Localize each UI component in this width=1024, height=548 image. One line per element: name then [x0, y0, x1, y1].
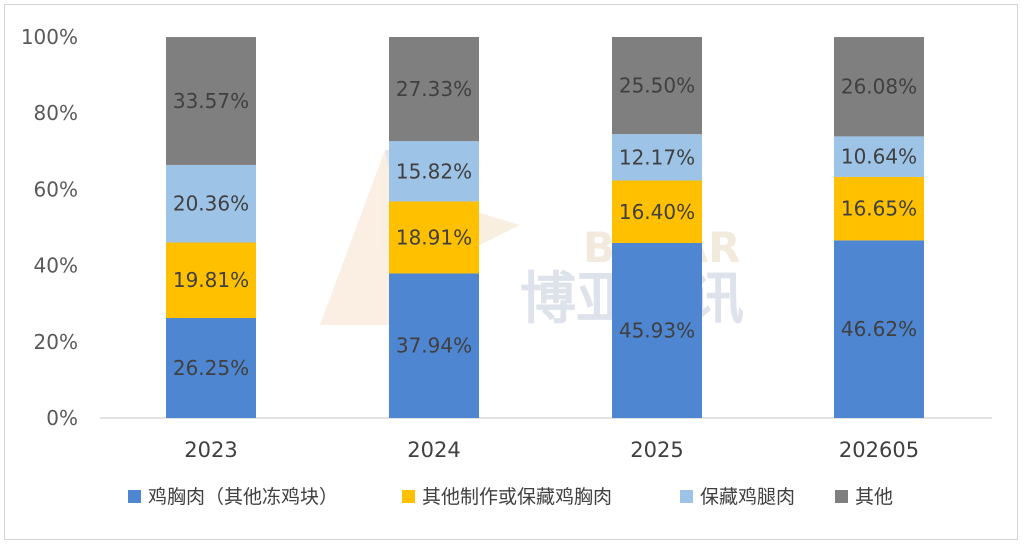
bar-segment [389, 201, 479, 274]
data-label: 26.25% [173, 356, 249, 380]
bar-segment [166, 317, 256, 418]
legend-swatch [402, 490, 415, 503]
data-label: 25.50% [619, 74, 695, 98]
legend-label: 保藏鸡腿肉 [700, 486, 795, 508]
data-label: 33.57% [173, 89, 249, 113]
legend-label: 其他制作或保藏鸡胸肉 [422, 486, 612, 508]
legend-swatch [128, 490, 141, 503]
data-label: 16.65% [841, 197, 917, 221]
y-tick-label: 40% [34, 254, 78, 278]
bar-segment [612, 37, 702, 135]
y-tick-label: 100% [21, 25, 78, 49]
data-label: 37.94% [396, 334, 472, 358]
bars: 26.25% 19.81% 20.36% 33.57% 37.94% 18.91% 15.8… [166, 37, 924, 418]
bar-segment [166, 164, 256, 243]
bar-segment [166, 37, 256, 165]
x-tick-label: 202605 [839, 438, 919, 462]
data-label: 18.91% [396, 225, 472, 249]
data-label: 10.64% [841, 145, 917, 169]
legend-swatch [835, 490, 848, 503]
data-label: 12.17% [619, 145, 695, 169]
bar-segment [389, 141, 479, 202]
bar-segment [166, 242, 256, 318]
x-tick-label: 2023 [184, 438, 237, 462]
data-label: 15.82% [396, 159, 472, 183]
bar-segment [834, 37, 924, 137]
bar-segment [834, 136, 924, 177]
data-label: 16.40% [619, 200, 695, 224]
y-tick-label: 80% [34, 101, 78, 125]
legend-label: 鸡胸肉（其他冻鸡块） [148, 486, 338, 508]
x-tick-label: 2025 [630, 438, 683, 462]
data-label: 45.93% [619, 319, 695, 343]
data-label: 27.33% [396, 77, 472, 101]
data-label: 26.08% [841, 75, 917, 99]
y-tick-label: 0% [46, 406, 78, 430]
x-tick-label: 2024 [407, 438, 460, 462]
bar-segment [612, 243, 702, 418]
data-label: 19.81% [173, 268, 249, 292]
legend: 鸡胸肉（其他冻鸡块） 其他制作或保藏鸡胸肉 保藏鸡腿肉 其他 [128, 486, 893, 508]
data-label: 20.36% [173, 192, 249, 216]
bar-segment [389, 37, 479, 142]
bar-segment [389, 273, 479, 418]
x-axis-labels: 2023 2024 2025 202605 [184, 438, 919, 462]
bar-segment [834, 176, 924, 241]
legend-swatch [680, 490, 693, 503]
y-axis: 0% 20% 40% 60% 80% 100% [21, 25, 78, 430]
y-tick-label: 60% [34, 177, 78, 201]
bar-segment [834, 240, 924, 418]
legend-label: 其他 [855, 486, 893, 508]
bar-segment [612, 134, 702, 181]
bar-segment [612, 180, 702, 244]
y-tick-label: 20% [34, 330, 78, 354]
data-label: 46.62% [841, 317, 917, 341]
